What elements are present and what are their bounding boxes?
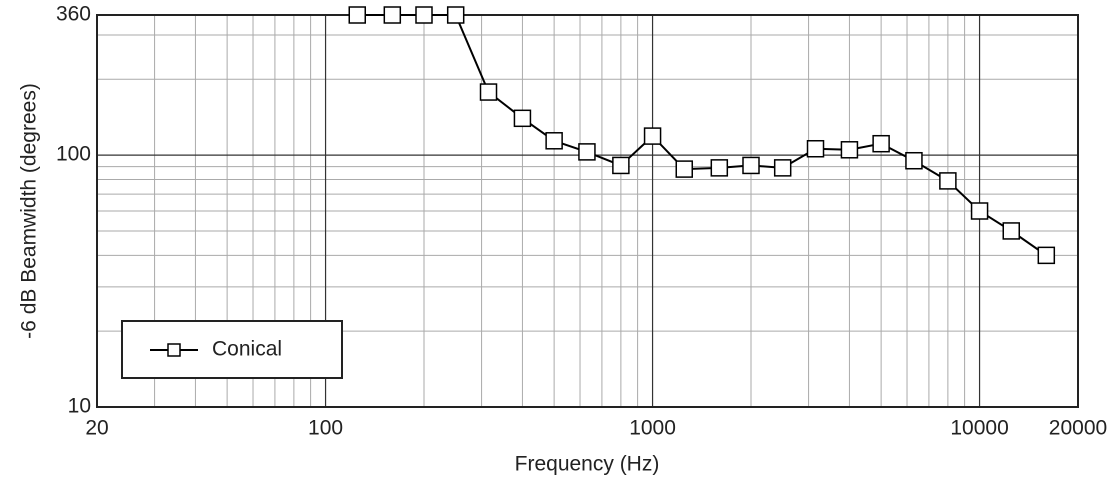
data-point [513, 109, 532, 128]
y-tick-label: 100 [56, 143, 91, 166]
data-point [742, 156, 760, 175]
x-tick-label: 20 [85, 417, 108, 440]
legend-label: Conical [212, 338, 282, 361]
data-point [1037, 246, 1056, 265]
legend: Conical [121, 320, 343, 379]
series-line [357, 14, 1047, 257]
data-point [905, 151, 923, 170]
data-point [415, 6, 433, 24]
data-point [479, 83, 498, 101]
data-point [612, 156, 630, 175]
x-tick-label: 20000 [1049, 417, 1107, 440]
data-point [872, 134, 890, 153]
legend-marker [167, 343, 181, 357]
x-tick-label: 100 [308, 417, 343, 440]
y-tick-label: 10 [68, 395, 91, 418]
data-point [578, 143, 596, 161]
plot-frame [96, 14, 1079, 408]
data-point [1002, 222, 1021, 240]
data-point [383, 6, 402, 24]
data-point [939, 172, 957, 190]
data-point [446, 6, 465, 24]
y-tick-label: 360 [56, 3, 91, 26]
data-point [970, 202, 989, 220]
data-point [840, 141, 859, 159]
data-point [545, 132, 563, 150]
data-point [675, 160, 694, 178]
y-axis-label: -6 dB Beamwidth (degrees) [18, 83, 41, 339]
x-tick-label: 1000 [629, 417, 676, 440]
x-tick-label: 10000 [950, 417, 1008, 440]
data-point [773, 159, 792, 177]
data-point [710, 159, 729, 177]
data-point [806, 139, 825, 158]
data-point [348, 6, 367, 24]
data-point [643, 127, 662, 145]
x-axis-label: Frequency (Hz) [515, 453, 660, 476]
